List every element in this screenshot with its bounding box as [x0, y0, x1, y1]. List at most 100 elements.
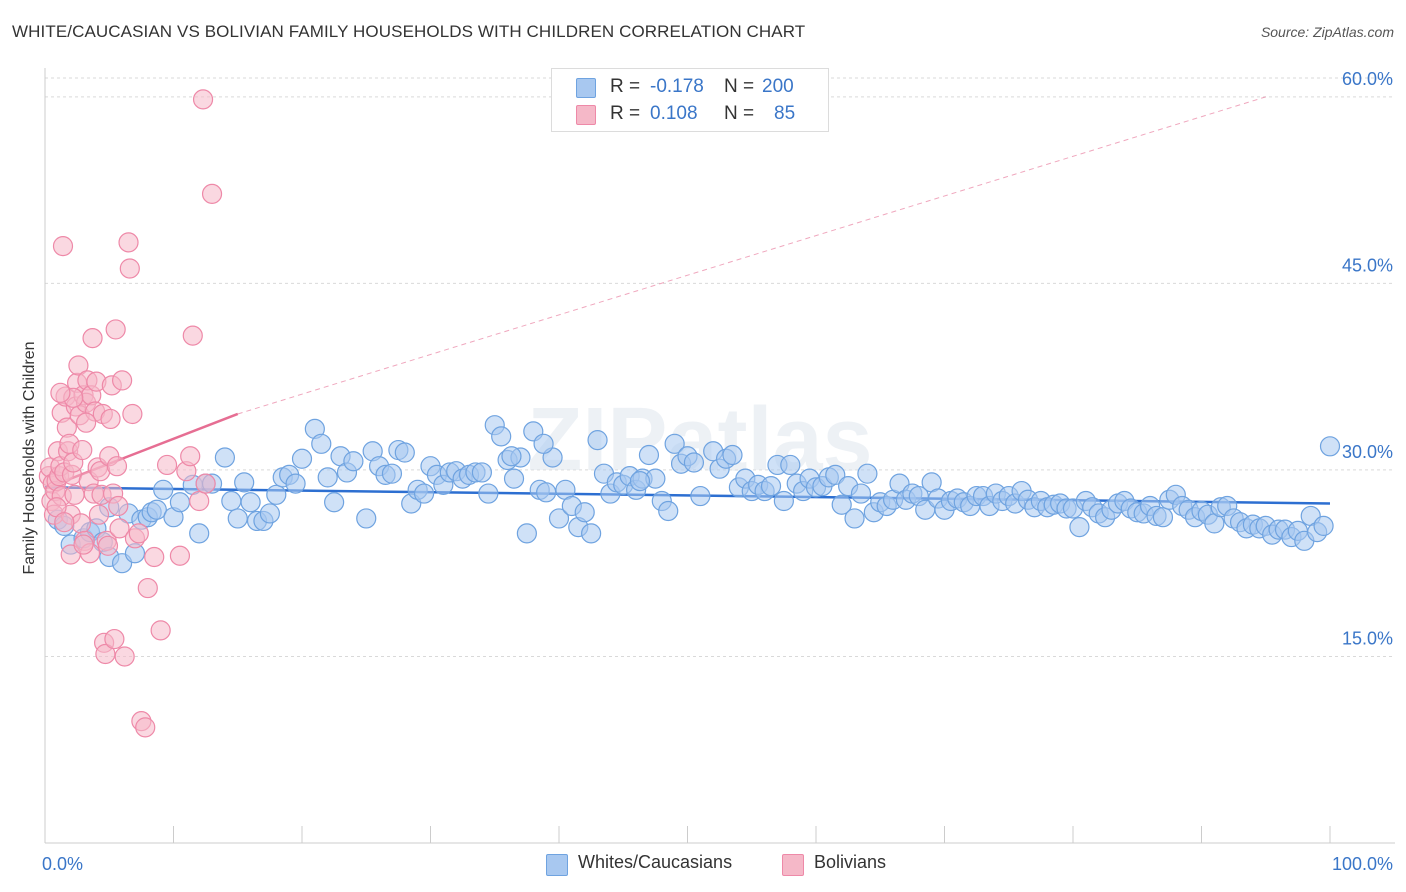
chart-title: WHITE/CAUCASIAN VS BOLIVIAN FAMILY HOUSE… — [12, 22, 806, 41]
point-whites — [146, 499, 167, 520]
point-whites — [291, 448, 313, 469]
point-bolivians — [76, 412, 97, 433]
point-whites — [491, 426, 512, 447]
point-bolivians — [192, 89, 214, 110]
legend-swatch-bolivians — [576, 105, 596, 125]
legend-row-bolivians: R = 0.108 N = 85 — [552, 100, 828, 128]
point-whites — [343, 451, 364, 472]
point-whites — [240, 492, 261, 513]
point-bolivians — [122, 403, 143, 425]
point-bolivians — [114, 646, 135, 667]
point-whites — [285, 473, 306, 494]
point-bolivians — [137, 577, 158, 599]
point-whites — [831, 494, 852, 515]
point-bolivians — [182, 325, 203, 346]
point-whites — [413, 483, 435, 504]
point-whites — [259, 503, 280, 524]
point-bolivians — [64, 484, 85, 505]
point-bolivians — [156, 454, 178, 476]
point-whites — [690, 485, 711, 507]
point-bolivians — [104, 628, 125, 650]
point-bolivians — [100, 408, 121, 430]
legend-r-label: R = — [610, 103, 641, 124]
point-bolivians — [195, 473, 216, 494]
legend-swatch-whites — [576, 78, 596, 98]
legend-n-value: 200 — [762, 76, 794, 97]
point-bolivians — [97, 535, 119, 556]
point-whites — [780, 454, 801, 476]
point-bolivians — [54, 512, 75, 533]
point-bolivians — [135, 717, 156, 738]
bottom-legend-label-whites: Whites/Caucasians — [578, 852, 733, 872]
point-whites — [773, 490, 794, 512]
point-whites — [587, 429, 608, 451]
point-whites — [1069, 517, 1090, 538]
point-bolivians — [50, 382, 71, 403]
trend-line-bolivians-extrapolated — [237, 96, 1266, 415]
axes — [44, 68, 1395, 844]
legend-n-label: N = — [724, 76, 755, 97]
data-points — [38, 89, 1341, 738]
point-bolivians — [72, 439, 93, 461]
point-whites — [234, 472, 255, 493]
point-whites — [658, 500, 679, 522]
point-bolivians — [105, 319, 126, 340]
point-bolivians — [189, 490, 210, 512]
point-bolivians — [108, 495, 129, 517]
point-whites — [844, 508, 865, 529]
point-whites — [169, 492, 191, 513]
point-whites — [501, 446, 522, 467]
source-label: Source: ZipAtlas.com — [1260, 24, 1394, 40]
point-bolivians — [180, 446, 201, 467]
point-bolivians — [70, 513, 92, 534]
point-bolivians — [82, 328, 103, 349]
point-whites — [503, 468, 525, 489]
point-bolivians — [68, 355, 89, 376]
y-tick-label: 60.0% — [1342, 69, 1393, 89]
legend-r-label: R = — [610, 76, 641, 97]
y-tick-label: 15.0% — [1342, 628, 1393, 648]
point-bolivians — [118, 232, 139, 253]
point-bolivians — [119, 258, 140, 279]
point-whites — [356, 508, 377, 529]
point-bolivians — [73, 534, 94, 555]
correlation-legend: R = -0.178 N = 200 R = 0.108 N = 85 — [551, 68, 829, 132]
point-whites — [516, 523, 537, 544]
point-whites — [533, 433, 554, 454]
point-whites — [722, 444, 743, 466]
point-whites — [1313, 515, 1334, 536]
point-whites — [850, 483, 872, 504]
point-whites — [317, 467, 338, 488]
point-whites — [629, 471, 651, 492]
point-whites — [214, 447, 235, 468]
point-bolivians — [169, 545, 191, 566]
gridlines — [45, 77, 1395, 657]
point-bolivians — [109, 518, 130, 539]
tick-labels: 15.0% 30.0% 45.0% 60.0% 0.0% 100.0% — [42, 69, 1393, 874]
point-whites — [381, 463, 403, 484]
point-whites — [227, 508, 248, 529]
point-whites — [548, 508, 570, 529]
point-whites — [266, 484, 287, 505]
point-whites — [1152, 507, 1174, 528]
legend-r-value: 0.108 — [650, 103, 698, 124]
point-whites — [664, 433, 685, 454]
point-whites — [189, 523, 210, 544]
y-tick-label: 45.0% — [1342, 255, 1393, 275]
bottom-legend-swatch-bolivians — [782, 854, 804, 876]
bottom-legend-swatch-whites — [546, 854, 568, 876]
point-whites — [857, 463, 878, 484]
x-tick-label: 0.0% — [42, 854, 83, 874]
point-bolivians — [150, 620, 171, 641]
point-bolivians — [88, 504, 110, 525]
y-tick-label: 30.0% — [1342, 442, 1393, 462]
point-whites — [536, 482, 557, 503]
point-whites — [581, 523, 602, 544]
point-bolivians — [106, 456, 128, 477]
point-whites — [683, 452, 705, 473]
point-whites — [394, 442, 415, 463]
point-bolivians — [201, 183, 223, 204]
point-bolivians — [128, 523, 149, 544]
legend-n-label: N = — [724, 103, 755, 124]
